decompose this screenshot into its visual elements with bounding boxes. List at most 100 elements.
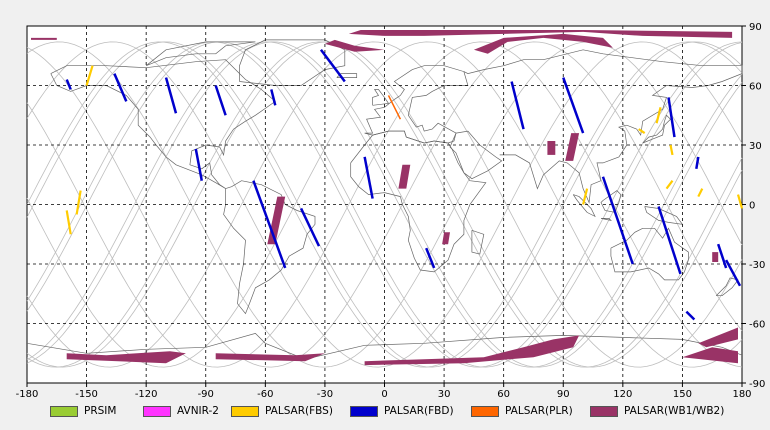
wb-swath xyxy=(364,335,580,366)
wb-swath xyxy=(348,30,733,38)
legend-item-palsar-fbd: PALSAR(FBD) xyxy=(350,404,454,418)
x-tick-label: 120 xyxy=(613,389,632,400)
fbd-swath xyxy=(270,89,277,106)
x-tick-label: 0 xyxy=(381,389,387,400)
legend: PRSIM AVNIR-2 PALSAR(FBS) PALSAR(FBD) PA… xyxy=(0,398,770,422)
fbd-swath xyxy=(695,156,700,170)
fbd-swath xyxy=(363,156,374,199)
legend-swatch-palsar-plr xyxy=(471,405,499,417)
coastline xyxy=(145,41,256,67)
coastline xyxy=(610,227,689,281)
x-tick-label: 90 xyxy=(557,389,570,400)
wb-swath xyxy=(31,37,57,40)
y-tick-label: -30 xyxy=(749,260,765,271)
x-tick-label: 150 xyxy=(673,389,692,400)
wb-swath xyxy=(215,353,325,362)
coastline xyxy=(350,130,487,273)
fbd-swath xyxy=(667,97,676,138)
wb-swath xyxy=(547,141,556,155)
legend-label-palsar-wb: PALSAR(WB1/WB2) xyxy=(624,405,725,417)
orbit-track xyxy=(26,41,743,368)
y-tick-label: -90 xyxy=(749,379,765,390)
legend-item-avnir2: AVNIR-2 xyxy=(143,404,219,418)
legend-swatch-avnir2 xyxy=(143,405,171,417)
coastline xyxy=(471,229,485,255)
fbd-swath xyxy=(65,79,72,90)
x-tick-label: -90 xyxy=(198,389,214,400)
fbd-swath xyxy=(657,206,682,275)
y-tick-label: 30 xyxy=(749,141,762,152)
coastline xyxy=(644,206,684,225)
legend-label-palsar-plr: PALSAR(PLR) xyxy=(505,405,573,417)
fbd-swath xyxy=(510,81,525,130)
coastline xyxy=(26,333,743,360)
x-tick-label: -150 xyxy=(75,389,98,400)
coastline xyxy=(50,59,276,189)
fbd-swath xyxy=(164,77,178,114)
coastline xyxy=(449,130,503,180)
coastline xyxy=(372,89,390,106)
coastline xyxy=(223,180,316,315)
y-tick-label: 90 xyxy=(749,22,762,33)
x-axis-ticks: -180 -150 -120 -90 -60 -30 0 30 60 90 120 150 180 xyxy=(16,383,752,400)
fbd-swath xyxy=(194,148,204,181)
fbs-swath xyxy=(582,188,589,205)
legend-item-prsim: PRSIM xyxy=(50,404,116,418)
coastline xyxy=(572,194,596,218)
legend-swatch-palsar-wb xyxy=(590,405,618,417)
fbd-swath xyxy=(716,243,728,269)
x-tick-label: 30 xyxy=(438,389,451,400)
legend-label-avnir2: AVNIR-2 xyxy=(177,405,219,417)
grid-lines xyxy=(27,26,742,383)
x-tick-label: -120 xyxy=(135,389,158,400)
fbd-swath xyxy=(725,259,742,287)
x-tick-label: -180 xyxy=(16,389,39,400)
legend-item-palsar-plr: PALSAR(PLR) xyxy=(471,404,573,418)
wb-swath xyxy=(565,133,580,161)
coastline xyxy=(600,190,622,213)
x-tick-label: -60 xyxy=(257,389,273,400)
wb-swath xyxy=(698,327,738,348)
acquisition-swaths xyxy=(31,30,744,366)
wb-swath xyxy=(682,347,738,364)
fbs-swath xyxy=(697,188,704,198)
wb-swath xyxy=(66,351,186,364)
fbs-swath xyxy=(75,190,82,215)
legend-item-palsar-wb: PALSAR(WB1/WB2) xyxy=(590,404,724,418)
fbd-swath xyxy=(562,77,585,134)
y-tick-label: 60 xyxy=(749,82,762,93)
legend-label-palsar-fbd: PALSAR(FBD) xyxy=(384,405,454,417)
x-tick-label: 60 xyxy=(497,389,510,400)
fbd-swath xyxy=(214,85,227,116)
legend-swatch-palsar-fbs xyxy=(231,405,259,417)
plr-swath xyxy=(387,95,402,120)
fbd-swath xyxy=(252,180,287,269)
fbd-swath xyxy=(425,247,436,269)
legend-swatch-prsim xyxy=(50,405,78,417)
legend-label-palsar-fbs: PALSAR(FBS) xyxy=(265,405,333,417)
x-tick-label: 180 xyxy=(732,389,751,400)
y-axis-ticks: 90 60 30 0 -30 -60 -90 xyxy=(742,22,765,390)
fbs-swath xyxy=(638,128,646,135)
fbs-swath xyxy=(65,210,72,235)
wb-swath xyxy=(398,164,411,189)
x-tick-label: -30 xyxy=(317,389,333,400)
orbit-track xyxy=(26,41,743,368)
fbd-swath xyxy=(685,310,696,321)
coastline xyxy=(463,49,743,204)
legend-swatch-palsar-fbd xyxy=(350,405,378,417)
legend-item-palsar-fbs: PALSAR(FBS) xyxy=(231,404,333,418)
coastline xyxy=(642,114,671,144)
fbs-swath xyxy=(736,194,744,209)
fbd-swath xyxy=(299,207,321,247)
legend-label-prsim: PRSIM xyxy=(84,405,117,417)
fbd-swath xyxy=(319,49,346,83)
fbs-swath xyxy=(85,65,94,86)
wb-swath xyxy=(712,252,719,262)
wb-swath xyxy=(442,232,450,245)
fbd-swath xyxy=(601,176,634,265)
wb-swath xyxy=(473,33,613,54)
fbs-swath xyxy=(665,180,674,190)
fbs-swath xyxy=(669,144,674,156)
